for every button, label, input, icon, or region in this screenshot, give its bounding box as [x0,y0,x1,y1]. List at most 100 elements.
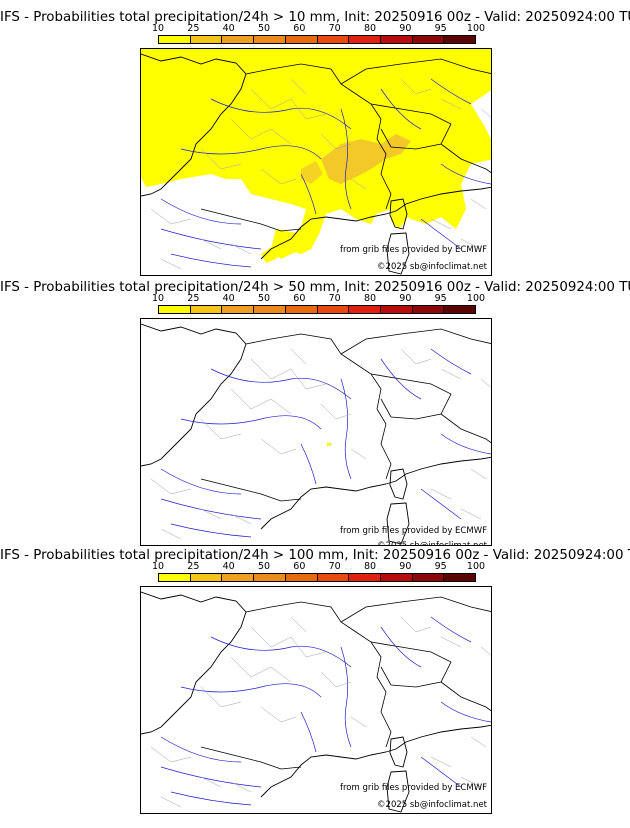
colorbar-tick-label: 50 [257,293,271,304]
coastline-sardinia [386,502,410,545]
colorbar-tick-label: 40 [222,293,235,304]
colorbar-tick-label: 95 [434,561,447,572]
colorbar-tick-label: 90 [399,561,412,572]
border-italy [440,413,491,444]
colorbar-swatch [222,574,255,581]
colorbar-tick-label: 100 [466,23,486,34]
colorbar-tick-label: 70 [328,561,341,572]
border-germany [340,58,491,85]
border-pyrenees [200,746,302,770]
colorbar-swatch [222,306,255,313]
coastline-atlantic [141,53,247,197]
colorbar-swatch [159,36,191,43]
map: from grib files provided by ECMWF ©2025 … [140,318,492,546]
colorbar-tick-label: 80 [363,293,377,304]
source-credit: from grib files provided by ECMWF [340,783,487,793]
admin-boundaries [150,348,491,540]
colorbar-tick-label: 40 [222,561,235,572]
colorbar-swatch [254,306,286,313]
border-france [245,333,392,480]
coastline-corsica [389,736,408,768]
colorbar-tick-label: 100 [466,293,486,304]
colorbar-swatch [317,306,350,313]
colorbar-tick-label: 25 [187,293,200,304]
coastline-mediterranean [260,724,491,798]
colorbar-tick-label: 70 [328,293,341,304]
forecast-panel-10mm: IFS - Probabilities total precipitation/… [0,10,630,280]
colorbar-swatch [444,574,476,581]
colorbar [158,573,476,582]
colorbar-swatch [285,574,318,581]
colorbar-tick-label: 80 [363,23,377,34]
probability-area-yellow-spain [271,229,311,259]
panel-title: IFS - Probabilities total precipitation/… [0,548,630,563]
colorbar [158,35,476,44]
coastline-atlantic [141,591,247,735]
colorbar-tick-label: 25 [187,561,200,572]
border-france [245,601,392,748]
coastline-mediterranean [260,186,491,260]
coastline-sardinia [386,232,410,275]
copyright-credit: ©2025 sb@infoclimat.net [377,541,487,546]
colorbar-ticks: 10 25 40 50 60 70 80 90 95 100 [152,293,485,305]
colorbar-tick-label: 95 [434,293,447,304]
colorbar-swatch [444,36,476,43]
border-pyrenees [200,478,302,502]
map: from grib files provided by ECMWF ©2025 … [140,48,492,276]
panel-title: IFS - Probabilities total precipitation/… [0,10,630,25]
colorbar-swatch [159,306,191,313]
rivers [160,616,491,806]
border-swiss [370,373,452,420]
border-pyrenees [200,208,302,232]
colorbar-swatch [285,306,318,313]
rivers [160,348,491,538]
forecast-panel-50mm: IFS - Probabilities total precipitation/… [0,280,630,550]
colorbar-tick-label: 90 [399,23,412,34]
colorbar-tick-label: 50 [257,561,271,572]
source-credit: from grib files provided by ECMWF [340,526,487,536]
coastline-mediterranean [260,456,491,530]
colorbar-tick-label: 40 [222,23,235,34]
probability-area-yellow [141,49,491,263]
colorbar-swatch [190,36,223,43]
coastline-corsica [389,468,408,500]
border-italy [440,681,491,712]
border-italy [440,143,491,174]
border-germany [340,328,491,355]
colorbar-swatch [380,36,413,43]
colorbar-swatch [412,306,445,313]
forecast-panel-100mm: IFS - Probabilities total precipitation/… [0,548,630,818]
colorbar-tick-label: 80 [363,561,377,572]
rivers [160,78,491,268]
map: from grib files provided by ECMWF ©2025 … [140,586,492,814]
colorbar-swatch [349,36,381,43]
map-svg [141,323,491,545]
map-svg [141,49,491,275]
colorbar-tick-label: 70 [328,23,341,34]
colorbar-tick-label: 60 [293,23,306,34]
colorbar-swatch [412,36,445,43]
colorbar-swatch [285,36,318,43]
colorbar-tick-label: 25 [187,23,200,34]
colorbar-tick-label: 10 [151,561,165,572]
colorbar-swatch [349,574,381,581]
colorbar-ticks: 10 25 40 50 60 70 80 90 95 100 [152,561,485,573]
colorbar [158,305,476,314]
panel-title: IFS - Probabilities total precipitation/… [0,280,630,295]
colorbar-tick-label: 60 [293,293,306,304]
coastline-corsica [389,198,408,230]
colorbar-swatch [190,306,223,313]
colorbar-tick-label: 90 [399,293,412,304]
map-svg [141,591,491,813]
colorbar-ticks: 10 25 40 50 60 70 80 90 95 100 [152,23,485,35]
admin-boundaries [150,78,491,270]
colorbar-swatch [444,306,476,313]
colorbar-swatch [380,306,413,313]
colorbar-swatch [380,574,413,581]
copyright-credit: ©2025 sb@infoclimat.net [377,262,487,272]
colorbar-tick-label: 10 [151,23,165,34]
colorbar-tick-label: 95 [434,23,447,34]
colorbar-swatch [254,36,286,43]
coastline-sardinia [386,770,410,813]
probability-area-orange-2 [301,161,323,184]
